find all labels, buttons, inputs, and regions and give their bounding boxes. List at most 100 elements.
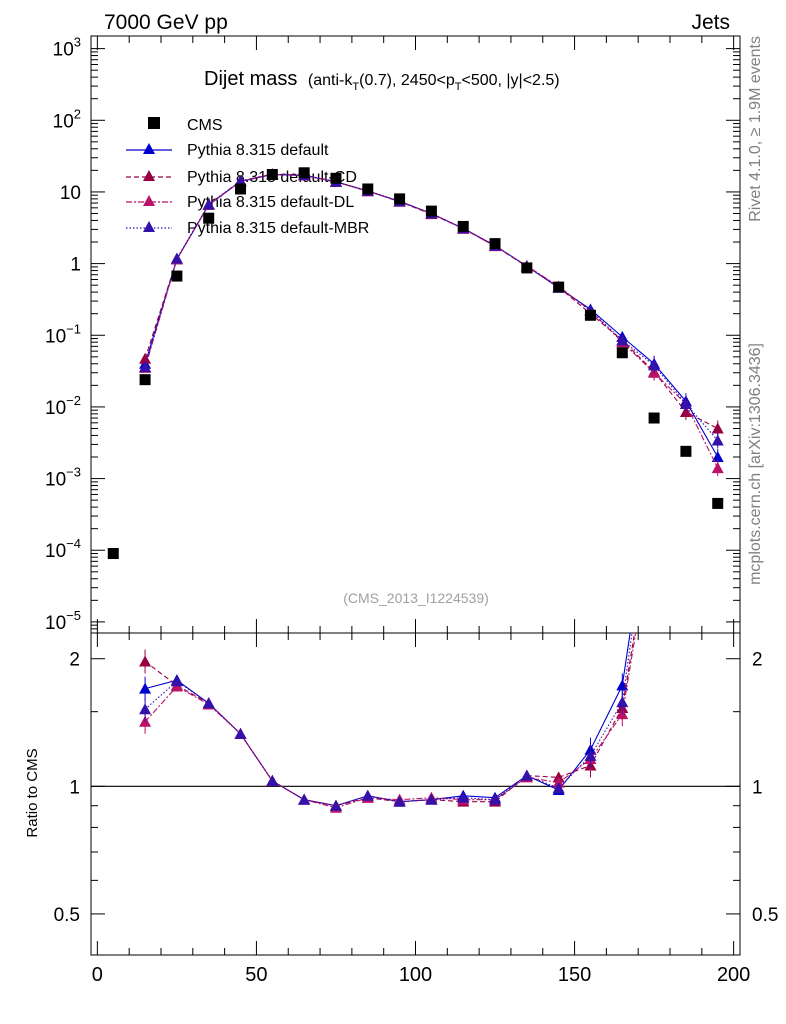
- x-tick-label: 0: [92, 964, 103, 986]
- series-cms: [107, 167, 724, 560]
- ratio-marker-mbr: [139, 703, 152, 715]
- tick-base: 10: [53, 40, 74, 61]
- main-y-tick-label: 10−5: [45, 608, 81, 634]
- ratio-line-dl: [144, 633, 637, 809]
- tick-base: 10: [45, 398, 66, 419]
- marker-mbr: [139, 361, 152, 373]
- legend-label-cms: CMS: [187, 117, 223, 134]
- marker-cms: [266, 169, 278, 181]
- marker-cms: [584, 309, 596, 321]
- marker-dl: [711, 462, 724, 474]
- x-tick-label: 150: [558, 964, 591, 986]
- ratio-marker-mbr: [584, 749, 597, 761]
- x-tick-label: 50: [245, 964, 267, 986]
- ratio-marker-mbr: [361, 789, 374, 801]
- chart-title-detail-c: <500, |y|<2.5): [461, 72, 559, 89]
- ratio-marker-mbr: [552, 782, 565, 794]
- legend-marker-dl: [143, 195, 155, 206]
- marker-default: [711, 451, 724, 463]
- chart-title-detail-a: (anti-k: [308, 72, 353, 89]
- marker-cd: [139, 352, 152, 364]
- ratio-marker-dl: [648, 516, 660, 527]
- marker-cms: [521, 262, 533, 274]
- tick-exponent: 3: [74, 35, 81, 50]
- ratio-y-tick-label-right: 1: [752, 777, 763, 798]
- marker-mbr: [616, 334, 629, 346]
- marker-cms: [139, 374, 151, 386]
- marker-mbr: [711, 434, 724, 446]
- tick-base: 10: [60, 183, 81, 204]
- chart-title: Dijet mass (anti-kT(0.7), 2450<pT<500, |…: [204, 68, 560, 93]
- tick-base: 10: [53, 111, 74, 132]
- ratio-marker-mbr: [393, 795, 406, 807]
- ratio-y-tick-label: 0.5: [54, 905, 80, 926]
- ratio-marker-mbr: [234, 727, 247, 739]
- marker-mbr: [648, 359, 661, 371]
- ratio-marker-mbr: [520, 769, 533, 781]
- main-y-tick-label: 10−4: [45, 536, 81, 562]
- main-y-tick-label: 102: [53, 106, 81, 132]
- marker-cd: [711, 422, 724, 434]
- ratio-marker-mbr: [329, 799, 342, 811]
- marker-cms: [107, 548, 119, 560]
- marker-cms: [203, 212, 215, 224]
- x-tick-label: 100: [399, 964, 432, 986]
- ratio-series-dl: [139, 516, 660, 813]
- ratio-y-tick-label-right: 0.5: [752, 905, 778, 926]
- marker-mbr: [234, 175, 247, 187]
- ratio-marker-mbr: [266, 774, 279, 786]
- chart-title-sub-b: T: [455, 81, 462, 93]
- marker-mbr: [679, 397, 692, 409]
- main-y-tick-label: 1: [70, 255, 81, 276]
- ratio-ylabel: Ratio to CMS: [24, 748, 41, 837]
- ratio-marker-mbr: [648, 470, 660, 481]
- ratio-line-mbr: [144, 633, 633, 807]
- marker-mbr: [202, 198, 215, 210]
- ratio-marker-mbr: [298, 793, 311, 805]
- legend-label-default: Pythia 8.315 default: [187, 142, 329, 159]
- ratio-marker-cd: [139, 655, 152, 667]
- main-y-tick-label: 10: [60, 183, 81, 204]
- main-y-tick-label: 10−1: [45, 321, 81, 347]
- ratio-y-tick-label-right: 2: [752, 650, 763, 671]
- chart-title-detail-b: (0.7), 2450<p: [359, 72, 455, 89]
- ratio-series-mbr: [139, 470, 660, 811]
- tick-base: 10: [45, 541, 66, 562]
- ratio-marker-mbr: [616, 696, 629, 708]
- ratio-line-cd: [144, 633, 636, 807]
- energy-label: 7000 GeV pp: [104, 11, 228, 34]
- marker-cms: [298, 167, 310, 179]
- marker-cms: [648, 412, 660, 424]
- main-y-tick-label: 10−3: [45, 465, 81, 491]
- marker-mbr: [170, 252, 183, 264]
- chart-title-sub-a: T: [352, 81, 359, 93]
- legend-marker-default: [143, 143, 155, 154]
- ratio-series-group: [139, 467, 660, 813]
- data-layer: [107, 167, 724, 813]
- ratio-y-tick-label: 1: [69, 777, 80, 798]
- ratio-marker-mbr: [170, 675, 183, 687]
- process-label: Jets: [691, 11, 730, 34]
- main-y-tick-label: 103: [53, 35, 81, 61]
- ratio-marker-default: [648, 467, 660, 478]
- tick-exponent: −4: [66, 536, 81, 551]
- legend-label-dl: Pythia 8.315 default-DL: [187, 194, 354, 211]
- legend-marker-mbr: [143, 221, 155, 232]
- marker-cms: [680, 445, 692, 457]
- ratio-marker-mbr: [202, 697, 215, 709]
- analysis-watermark: (CMS_2013_I1224539): [343, 590, 489, 606]
- ratio-series-cd: [139, 633, 636, 811]
- legend-marker-cd: [143, 170, 155, 181]
- marker-cms: [362, 183, 374, 195]
- axes-layer: 0 50 100 150 20010310210110−110−210−310−410−…: [45, 35, 778, 986]
- marker-cms: [235, 183, 247, 195]
- tick-exponent: −5: [66, 608, 81, 623]
- ratio-marker-mbr: [489, 793, 502, 805]
- marker-cms: [330, 172, 342, 184]
- marker-cms: [457, 220, 469, 232]
- legend-marker-cms: [148, 117, 160, 129]
- ratio-y-tick-label: 2: [69, 650, 80, 671]
- ratio-line-default: [144, 633, 631, 807]
- ratio-series-default: [139, 467, 660, 811]
